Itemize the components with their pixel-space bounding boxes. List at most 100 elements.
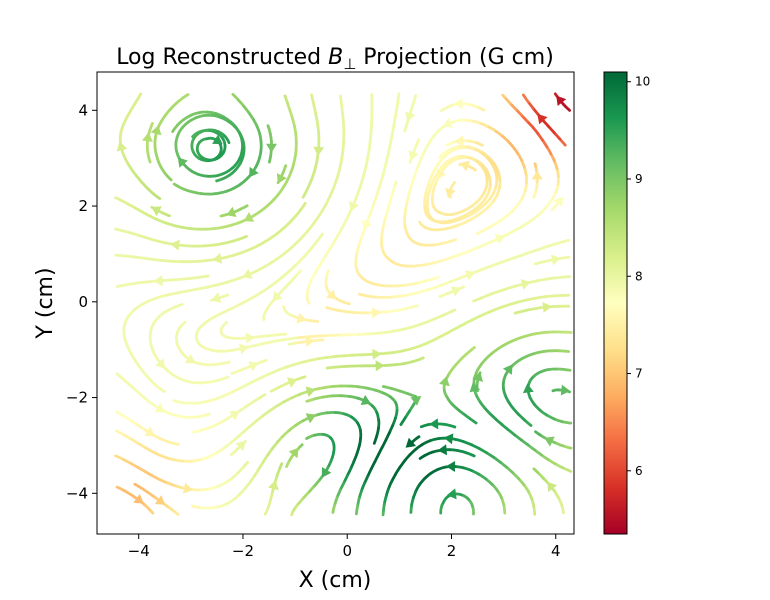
- streamline-segment: [374, 331, 387, 335]
- streamline-segment: [480, 293, 491, 300]
- streamline-segment: [339, 394, 351, 398]
- streamline-segment: [190, 190, 203, 195]
- streamline-segment: [411, 357, 423, 364]
- streamline-segment: [224, 360, 231, 365]
- stream-arrowhead: [266, 143, 277, 153]
- stream-arrowhead: [288, 447, 299, 459]
- streamline-segment: [258, 393, 267, 399]
- streamline-segment: [513, 335, 525, 342]
- streamline-segment: [364, 386, 377, 392]
- streamline-segment: [325, 365, 338, 370]
- streamline-segment: [216, 189, 228, 195]
- streamline-segment: [425, 285, 437, 292]
- streamline-segment: [174, 442, 180, 446]
- streamline-segment: [532, 467, 540, 475]
- streamline-segment: [229, 221, 241, 227]
- streamline-segment: [223, 414, 234, 422]
- stream-arrowhead: [155, 358, 165, 369]
- streamline-segment: [451, 238, 458, 243]
- streamline-segment: [417, 262, 430, 268]
- streamline-segment: [206, 110, 218, 115]
- streamline-segment: [154, 383, 164, 392]
- stream-arrowhead: [502, 364, 513, 375]
- streamline-segment: [553, 441, 565, 448]
- streamline-segment: [312, 432, 325, 437]
- streamline-segment: [333, 354, 346, 358]
- streamline-segment: [442, 220, 455, 225]
- streamline-segment: [342, 353, 354, 358]
- streamline-segment: [502, 302, 514, 308]
- streamline-segment: [166, 440, 178, 446]
- streamline-segment: [114, 454, 125, 461]
- streamline-segment: [300, 375, 307, 380]
- streamline-segment: [470, 346, 476, 351]
- streamline-segment: [172, 277, 184, 282]
- chart-title: Log Reconstructed B⊥ Projection (G cm): [116, 45, 554, 73]
- streamline-segment: [408, 323, 420, 330]
- streamline-segment: [453, 437, 466, 444]
- streamline-segment: [373, 388, 385, 395]
- streamline-segment: [287, 423, 298, 432]
- streamline-segment: [334, 365, 346, 369]
- streamline-segment: [454, 144, 467, 149]
- stream-arrowhead: [235, 441, 246, 452]
- streamline-segment: [153, 217, 165, 224]
- stream-arrowhead: [375, 360, 385, 372]
- streamline-segment: [325, 355, 337, 359]
- streamline-segment: [216, 361, 228, 366]
- streamline-segment: [182, 113, 193, 121]
- streamline-segment: [186, 226, 199, 231]
- streamline-segment: [350, 310, 363, 315]
- streamline-segment: [409, 264, 421, 268]
- streamline-segment: [533, 370, 544, 378]
- streamline-segment: [464, 208, 475, 217]
- streamline-segment: [210, 114, 223, 119]
- streamline-segment: [166, 481, 178, 488]
- streamline-segment: [400, 326, 412, 332]
- streamline-segment: [261, 261, 272, 269]
- streamline-segment: [247, 294, 258, 302]
- streamline-segment: [188, 287, 201, 292]
- streamline-segment: [525, 352, 536, 358]
- streamline-segment: [190, 504, 203, 510]
- stream-arrowhead: [439, 376, 450, 387]
- streamline-segment: [169, 223, 182, 229]
- streamline-segment: [220, 223, 233, 229]
- streamline-segment: [473, 267, 485, 274]
- stream-arrowhead: [437, 168, 447, 180]
- stream-arrowhead: [362, 220, 373, 231]
- stream-arrowhead: [405, 437, 416, 448]
- streamline-segment: [198, 380, 211, 385]
- streamline-segment: [214, 112, 226, 119]
- streamline-segment: [192, 457, 204, 463]
- streamline-segment: [333, 411, 346, 416]
- streamline-segment: [459, 214, 471, 221]
- streamline-segment: [262, 312, 266, 322]
- streamline-segment: [393, 307, 405, 313]
- streamline-segment: [354, 504, 360, 516]
- streamline-segment: [268, 369, 279, 376]
- streamline-segment: [557, 367, 569, 372]
- streamline-segment: [434, 333, 445, 341]
- streamline-segment: [419, 356, 425, 361]
- streamline-segment: [331, 503, 337, 514]
- streamline-segment: [272, 338, 284, 343]
- streamline-segment: [194, 114, 206, 120]
- streamline-segment: [212, 242, 224, 247]
- stream-arrowhead: [372, 348, 382, 360]
- stream-arrowhead: [451, 286, 462, 297]
- x-axis-label: X (cm): [299, 568, 372, 593]
- streamline-segment: [298, 443, 304, 449]
- streamline-segment: [333, 308, 346, 313]
- streamline-segment: [391, 294, 404, 299]
- streamline-segment: [470, 469, 481, 476]
- streamline-segment: [374, 283, 387, 288]
- streamline-segment: [458, 249, 470, 256]
- streamline-segment: [305, 294, 311, 305]
- streamline-segment: [264, 333, 277, 338]
- streamline-segment: [439, 503, 444, 515]
- stream-arrowhead: [296, 312, 307, 324]
- streamline-segment: [216, 446, 227, 454]
- streamline-segment: [400, 292, 412, 298]
- streamline-segment: [289, 336, 301, 341]
